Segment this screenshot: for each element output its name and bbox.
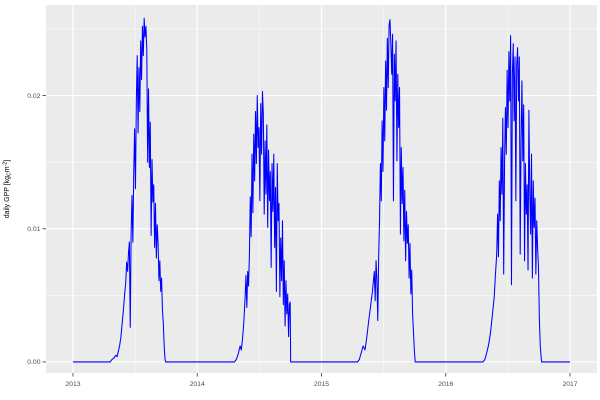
axis-tick-labels: 2013 2014 2015 2016 2017 0.00 0.01 0.02 — [27, 93, 578, 388]
y-tick-label: 0.01 — [27, 226, 40, 233]
x-tick-label: 2016 — [438, 381, 453, 388]
y-axis-title-subscript: C — [6, 172, 12, 176]
y-axis-title-mid: m — [4, 166, 11, 172]
x-tick-label: 2015 — [314, 381, 329, 388]
y-tick-label: 0.02 — [27, 93, 40, 100]
x-tick-label: 2013 — [65, 381, 80, 388]
x-tick-label: 2014 — [190, 381, 205, 388]
y-axis-title-superscript: -2 — [2, 162, 8, 167]
y-axis-title-prefix: daily GPP [kg — [4, 176, 11, 218]
x-tick-label: 2017 — [562, 381, 577, 388]
axis-tick-marks — [42, 95, 571, 377]
gpp-line — [72, 17, 571, 363]
major-gridlines — [46, 5, 597, 373]
y-axis-title: daily GPP [kgCm-2] — [2, 160, 12, 219]
y-tick-label: 0.00 — [27, 359, 40, 366]
y-axis-title-suffix: ] — [4, 160, 11, 162]
